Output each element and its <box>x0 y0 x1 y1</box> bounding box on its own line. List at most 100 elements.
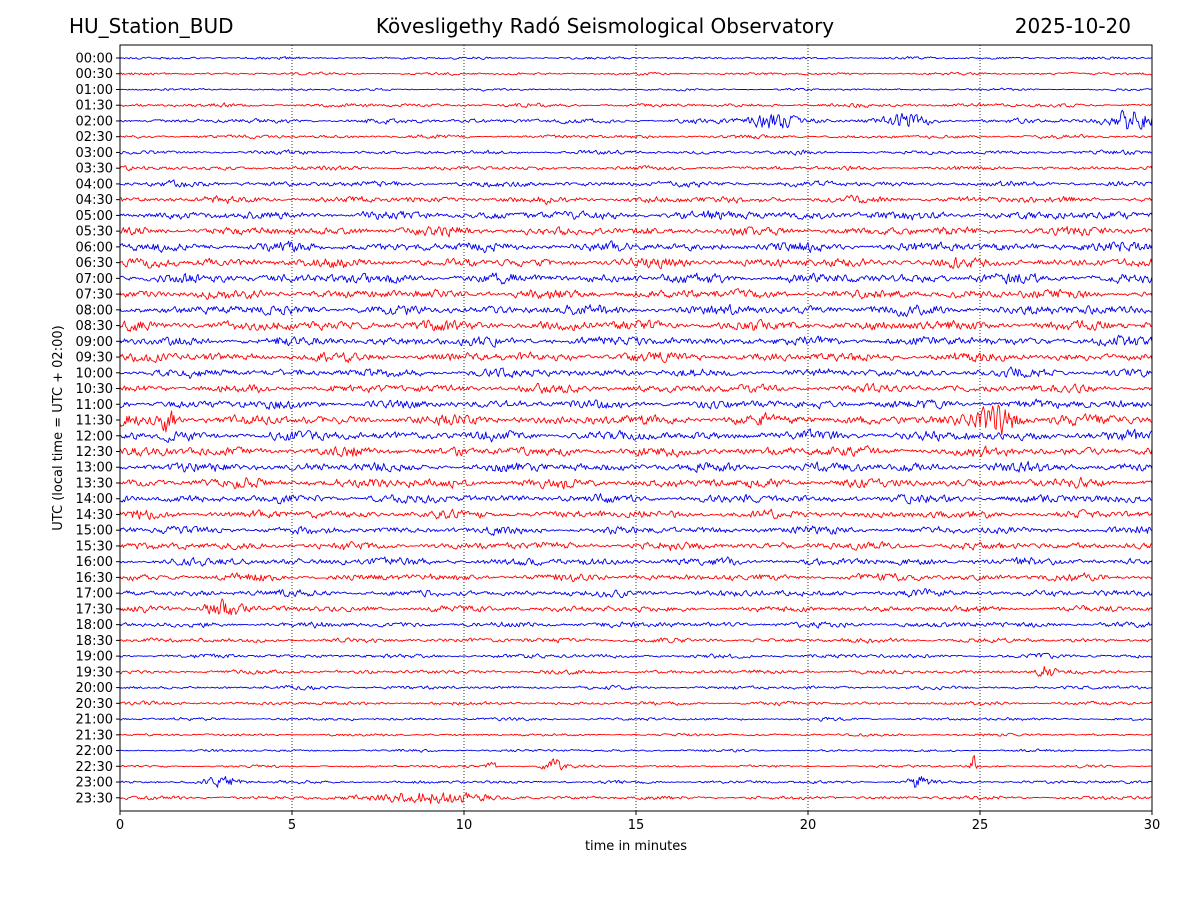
row-label: 09:30 <box>76 351 113 366</box>
row-label: 13:00 <box>76 461 113 476</box>
y-axis: 00:0000:3001:0001:3002:0002:3003:0003:30… <box>76 52 120 806</box>
x-tick-label: 5 <box>288 818 296 833</box>
row-label: 06:30 <box>76 256 113 271</box>
row-label: 04:00 <box>76 177 113 192</box>
row-label: 21:00 <box>76 713 113 728</box>
trace-0230 <box>119 134 1152 140</box>
trace-0330 <box>119 165 1153 172</box>
trace-0130 <box>119 102 1153 108</box>
row-label: 04:30 <box>76 193 113 208</box>
row-label: 06:00 <box>76 240 113 255</box>
chart-title: Kövesligethy Radó Seismological Observat… <box>375 14 835 38</box>
trace-1030 <box>119 382 1153 394</box>
row-label: 11:00 <box>76 398 113 413</box>
row-label: 00:30 <box>76 67 113 82</box>
trace-1700 <box>119 588 1153 599</box>
trace-0700 <box>119 272 1153 285</box>
trace-0300 <box>119 149 1153 156</box>
row-label: 08:00 <box>76 303 113 318</box>
trace-1530 <box>119 541 1153 551</box>
trace-1930 <box>119 665 1153 677</box>
gridlines <box>291 45 981 811</box>
trace-1400 <box>119 493 1153 505</box>
trace-1900 <box>119 652 1153 659</box>
trace-1300 <box>119 460 1153 473</box>
row-label: 03:00 <box>76 146 113 161</box>
trace-1600 <box>119 556 1153 567</box>
row-label: 23:00 <box>76 776 113 791</box>
trace-0830 <box>119 318 1153 332</box>
row-label: 22:30 <box>76 760 113 775</box>
trace-1100 <box>119 398 1153 410</box>
trace-2030 <box>119 700 1153 707</box>
row-label: 08:30 <box>76 319 113 334</box>
row-label: 13:30 <box>76 476 113 491</box>
row-label: 22:00 <box>76 744 113 759</box>
trace-1630 <box>119 572 1153 583</box>
row-label: 10:00 <box>76 366 113 381</box>
row-label: 19:30 <box>76 665 113 680</box>
trace-2300 <box>119 776 1153 788</box>
row-label: 11:30 <box>76 414 113 429</box>
trace-0030 <box>119 71 1153 76</box>
row-label: 09:00 <box>76 335 113 350</box>
row-label: 12:30 <box>76 445 113 460</box>
trace-1000 <box>119 366 1153 380</box>
row-label: 15:30 <box>76 539 113 554</box>
trace-2330 <box>119 792 1152 804</box>
trace-2200 <box>119 748 1153 753</box>
trace-1330 <box>119 476 1153 490</box>
trace-2230 <box>119 755 1153 771</box>
row-label: 20:30 <box>76 697 113 712</box>
row-label: 02:00 <box>76 114 113 129</box>
x-tick-label: 20 <box>800 818 817 833</box>
row-label: 00:00 <box>76 52 113 67</box>
trace-0600 <box>119 240 1153 254</box>
row-label: 03:30 <box>76 162 113 177</box>
row-label: 07:30 <box>76 288 113 303</box>
row-label: 18:00 <box>76 618 113 633</box>
row-label: 10:30 <box>76 382 113 397</box>
row-label: 02:30 <box>76 130 113 145</box>
trace-1800 <box>119 621 1153 629</box>
row-label: 17:30 <box>76 602 113 617</box>
trace-0900 <box>119 334 1153 348</box>
row-label: 19:00 <box>76 650 113 665</box>
row-label: 05:30 <box>76 225 113 240</box>
trace-1230 <box>119 445 1153 458</box>
x-tick-label: 0 <box>116 818 124 833</box>
trace-0530 <box>119 226 1153 238</box>
x-tick-label: 25 <box>972 818 989 833</box>
trace-0100 <box>119 87 1152 92</box>
row-label: 14:00 <box>76 492 113 507</box>
row-label: 16:30 <box>76 571 113 586</box>
trace-1730 <box>119 598 1153 616</box>
row-label: 17:00 <box>76 587 113 602</box>
trace-0500 <box>119 210 1153 221</box>
x-tick-label: 10 <box>456 818 473 833</box>
x-tick-label: 15 <box>628 818 645 833</box>
chart-date: 2025-10-20 <box>1014 14 1131 38</box>
row-label: 14:30 <box>76 508 113 523</box>
trace-0000 <box>119 56 1153 60</box>
trace-1200 <box>119 428 1153 443</box>
trace-2000 <box>119 684 1153 691</box>
row-label: 18:30 <box>76 634 113 649</box>
trace-0430 <box>119 194 1153 206</box>
trace-0800 <box>119 303 1153 318</box>
row-label: 01:30 <box>76 99 113 114</box>
row-label: 15:00 <box>76 524 113 539</box>
x-axis: 0 5 10 15 20 25 30 <box>116 811 1160 833</box>
station-code: HU_Station_BUD <box>69 14 234 38</box>
row-label: 20:00 <box>76 681 113 696</box>
row-label: 05:00 <box>76 209 113 224</box>
trace-1500 <box>119 525 1153 536</box>
trace-0400 <box>119 179 1153 188</box>
row-label: 07:00 <box>76 272 113 287</box>
y-axis-label: UTC (local time = UTC + 02:00) <box>51 325 66 530</box>
row-label: 01:00 <box>76 83 113 98</box>
trace-0630 <box>119 256 1153 270</box>
row-label: 16:00 <box>76 555 113 570</box>
row-label: 23:30 <box>76 791 113 806</box>
